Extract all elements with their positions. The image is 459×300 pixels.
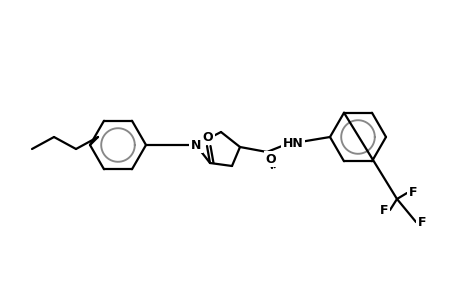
Text: N: N (190, 139, 201, 152)
Text: O: O (265, 152, 276, 166)
Text: F: F (408, 187, 416, 200)
Text: F: F (417, 215, 425, 229)
Text: F: F (379, 203, 387, 217)
Text: HN: HN (282, 136, 303, 149)
Text: O: O (202, 130, 213, 143)
